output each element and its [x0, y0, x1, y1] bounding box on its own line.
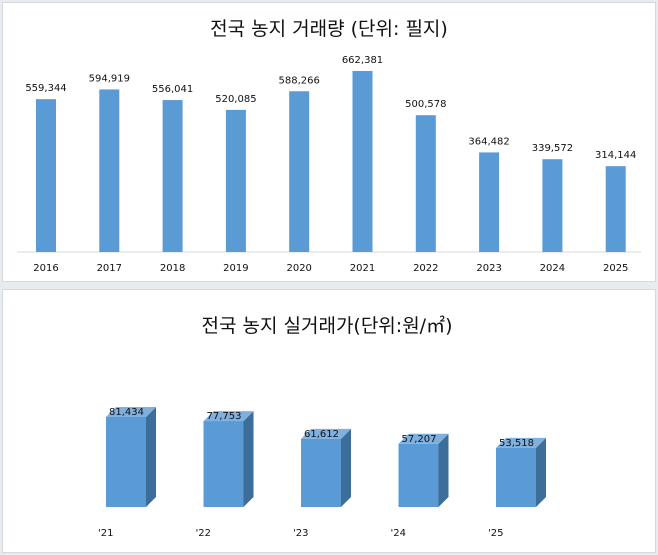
volume-value-label: 559,344 — [25, 83, 66, 94]
volume-x-tick: 2017 — [97, 263, 122, 274]
volume-x-tick: 2025 — [603, 263, 628, 274]
volume-bar-2016 — [36, 99, 56, 252]
volume-bar-2024 — [542, 159, 563, 252]
price-value-label: 57,207 — [402, 434, 437, 445]
volume-value-label: 556,041 — [152, 84, 193, 95]
volume-value-label: 364,482 — [468, 136, 509, 147]
price-value-label: 61,612 — [304, 429, 339, 440]
volume-x-tick: 2021 — [350, 263, 375, 274]
volume-value-label: 662,381 — [342, 55, 383, 66]
volume-chart: 전국 농지 거래량 (단위: 필지) 559,344 2016 594,919 201… — [17, 18, 641, 274]
price-bar-3 — [301, 438, 341, 507]
volume-value-label: 314,144 — [595, 150, 636, 161]
volume-chart-panel: 전국 농지 거래량 (단위: 필지) 559,344 2016 594,919 201… — [2, 2, 656, 282]
price-bar-5 — [496, 447, 536, 507]
volume-value-label: 594,919 — [89, 73, 130, 84]
price-chart-title: 전국 농지 실거래가(단위:원/㎡) — [202, 314, 453, 337]
volume-chart-title: 전국 농지 거래량 (단위: 필지) — [210, 18, 448, 40]
volume-x-tick: 2022 — [413, 263, 438, 274]
price-x-tick: '23 — [293, 528, 308, 539]
price-x-tick: '22 — [196, 528, 211, 539]
volume-bar-2021 — [352, 71, 373, 252]
volume-x-tick: 2019 — [223, 263, 248, 274]
volume-x-tick: 2018 — [160, 263, 185, 274]
price-bar-1 — [106, 417, 146, 507]
volume-value-label: 339,572 — [532, 143, 573, 154]
volume-bar-2020 — [289, 91, 310, 253]
volume-x-tick: 2020 — [286, 263, 311, 274]
volume-bar-2025 — [605, 166, 626, 252]
price-value-label: 53,518 — [499, 438, 534, 449]
volume-x-tick: 2016 — [33, 263, 58, 274]
price-bar-side — [243, 411, 254, 507]
price-x-tick: '25 — [488, 528, 503, 539]
volume-x-tick: 2023 — [476, 263, 501, 274]
volume-bar-2017 — [99, 89, 120, 252]
volume-bar-2018 — [162, 100, 183, 253]
price-bar-side — [536, 437, 546, 507]
price-bar-top — [398, 433, 449, 444]
price-bar-top — [496, 437, 546, 448]
price-bar-2 — [203, 421, 244, 507]
price-value-label: 77,753 — [207, 411, 242, 422]
price-bars: 81,434 '21 77,753 '22 61,612 '23 57,207 '24 53,5… — [98, 407, 546, 539]
price-chart: 전국 농지 실거래가(단위:원/㎡) 81,434 '21 77,753 '22 61,… — [98, 314, 546, 539]
price-bar-side — [438, 433, 449, 507]
price-bar-4 — [398, 443, 439, 507]
price-bar-top — [301, 428, 351, 439]
price-bar-top — [106, 407, 156, 417]
volume-bar-2019 — [225, 109, 246, 252]
volume-value-label: 500,578 — [405, 99, 446, 110]
volume-x-tick: 2024 — [540, 263, 565, 274]
volume-value-label: 520,085 — [215, 94, 256, 105]
volume-bar-2023 — [479, 152, 500, 252]
price-x-tick: '24 — [391, 528, 406, 539]
price-bar-side — [146, 407, 156, 507]
price-chart-panel: 전국 농지 실거래가(단위:원/㎡) 81,434 '21 77,753 '22 61,… — [2, 289, 656, 553]
volume-bars: 559,344 2016 594,919 2017 556,041 2018 520,085… — [25, 55, 636, 274]
volume-bar-2022 — [415, 115, 436, 252]
volume-value-label: 588,266 — [279, 75, 320, 86]
price-x-tick: '21 — [98, 528, 113, 539]
price-bar-top — [203, 411, 254, 422]
price-value-label: 81,434 — [109, 407, 144, 418]
price-bar-side — [341, 428, 351, 507]
